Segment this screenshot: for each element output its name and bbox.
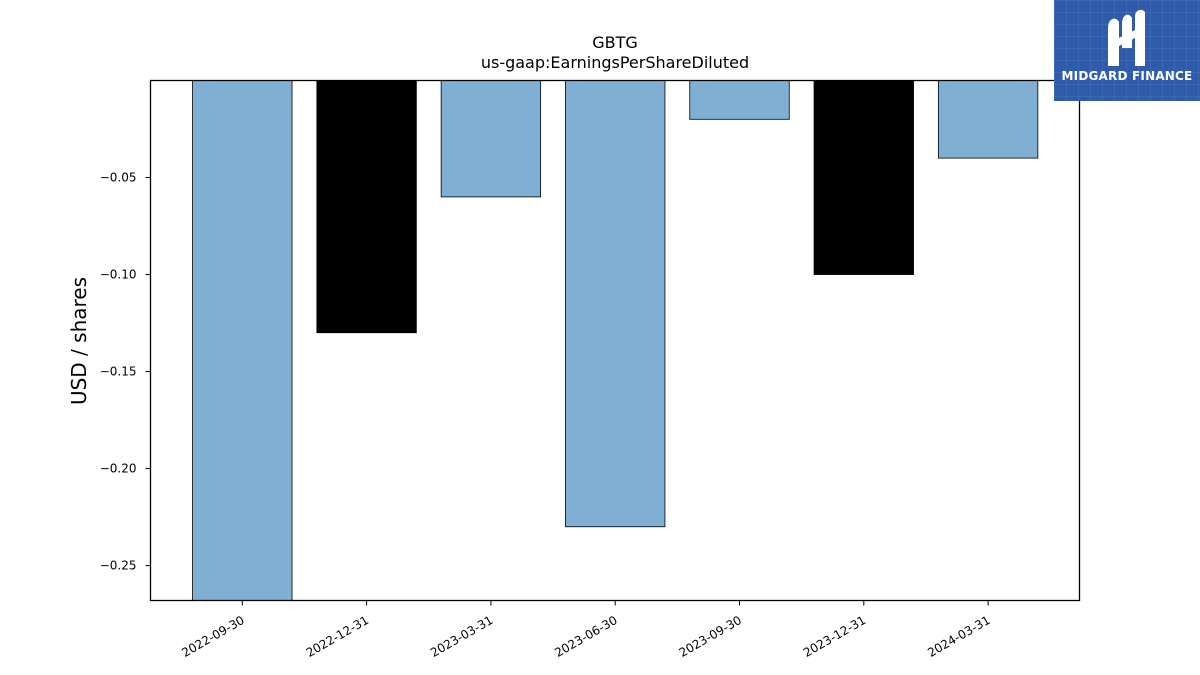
y-tick-label: −0.15	[100, 365, 137, 379]
bars-group	[192, 80, 1039, 601]
bar-2023-12-31	[813, 80, 914, 275]
logo-text: MIDGARD FINANCE	[1061, 69, 1193, 83]
chart-subtitle: us-gaap:EarningsPerShareDiluted	[481, 53, 749, 72]
x-axis-ticks: 2022-09-30 2022-12-31 2023-03-31 2023-06-30…	[179, 600, 993, 660]
plot-frame	[149, 79, 1081, 602]
x-tick-label: 2022-09-30	[179, 613, 246, 660]
y-tick-label: −0.20	[100, 462, 137, 476]
bar-2023-03-31	[440, 80, 542, 198]
y-tick-label: −0.05	[100, 171, 137, 185]
y-axis-ticks: −0.05 −0.10 −0.15 −0.20 −0.25	[100, 171, 151, 573]
y-tick-label: −0.25	[100, 559, 137, 573]
x-tick-label: 2023-12-31	[801, 613, 868, 660]
chart-title: GBTG	[592, 33, 638, 52]
x-tick-label: 2023-03-31	[428, 613, 495, 660]
x-tick-label: 2024-03-31	[925, 613, 992, 660]
x-tick-label: 2022-12-31	[304, 613, 371, 660]
x-tick-label: 2023-06-30	[552, 613, 619, 660]
bar-2022-12-31	[316, 80, 417, 334]
midgard-logo-icon	[1108, 9, 1145, 66]
midgard-finance-logo: MIDGARD FINANCE	[1054, 0, 1200, 101]
y-tick-label: −0.10	[100, 268, 137, 282]
x-tick-label: 2023-09-30	[677, 613, 744, 660]
y-axis-label: USD / shares	[67, 277, 91, 405]
bar-2023-09-30	[689, 80, 790, 120]
bar-2023-06-30	[565, 80, 666, 528]
bar-2024-03-31	[937, 80, 1039, 159]
bar-2022-09-30	[192, 80, 293, 601]
